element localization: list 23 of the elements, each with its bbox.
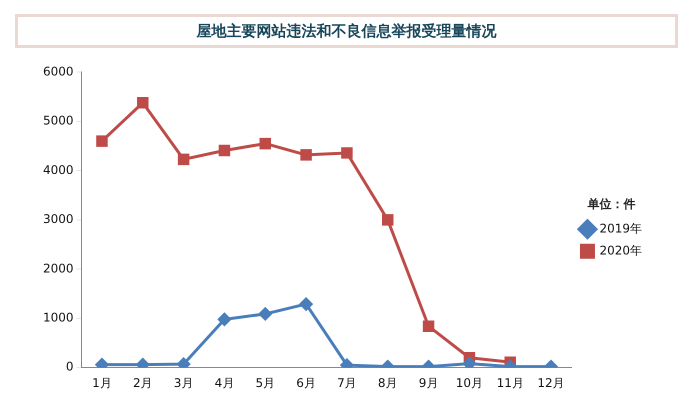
x-tick-label: 12月	[537, 376, 565, 390]
x-tick-label: 11月	[496, 376, 524, 390]
legend-label: 2020年	[599, 243, 642, 258]
y-tick-label: 6000	[42, 64, 74, 78]
x-tick-label: 6月	[296, 376, 316, 390]
x-tick-label: 7月	[337, 376, 357, 390]
x-tick-label: 5月	[255, 376, 276, 390]
legend-label: 2019年	[599, 221, 642, 236]
y-tick-label: 0	[66, 360, 74, 374]
x-tick-label: 2月	[132, 376, 153, 390]
y-tick-label: 4000	[42, 162, 74, 177]
y-tick-label: 3000	[42, 212, 74, 226]
x-tick-label: 3月	[174, 376, 194, 390]
x-tick-label: 9月	[418, 376, 438, 390]
y-tick-label: 2000	[42, 261, 74, 276]
x-tick-label: 10月	[456, 376, 484, 390]
y-tick-label: 5000	[42, 114, 74, 128]
x-tick-label: 4月	[214, 376, 234, 390]
chart-title: 屋地主要网站违法和不良信息举报受理量情况	[196, 22, 496, 40]
x-tick-label: 8月	[378, 376, 398, 390]
x-tick-label: 1月	[92, 376, 112, 390]
y-tick-label: 1000	[42, 310, 74, 324]
legend-title: 单位：件	[586, 196, 636, 211]
